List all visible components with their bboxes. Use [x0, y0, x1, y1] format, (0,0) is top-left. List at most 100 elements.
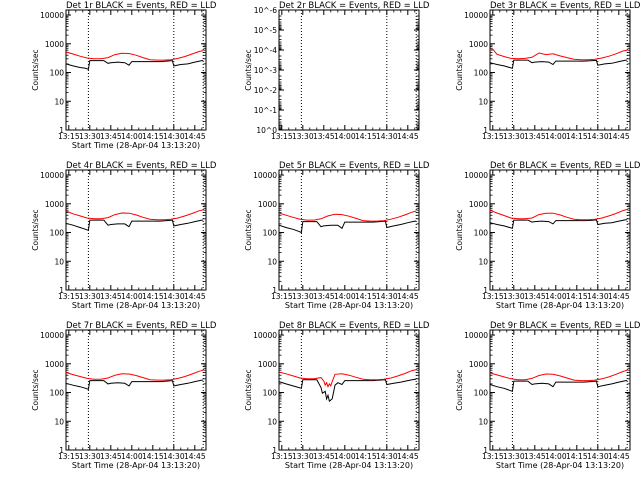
x-tick-label: 13:45	[100, 132, 122, 141]
panel-det-8r: Det 8r BLACK = Events, RED = LLD 1 10 100 10…	[244, 321, 430, 470]
series-line-lld	[489, 48, 628, 61]
x-axis-label: Start Time (28-Apr-04 13:13:20)	[72, 461, 200, 470]
x-tick-label: 14:15	[142, 132, 164, 141]
panel-det-7r: Det 7r BLACK = Events, RED = LLD 1 10 100 10…	[31, 321, 217, 470]
y-axis-label: Counts/sec	[455, 209, 464, 250]
x-tick-label: 13:30	[503, 132, 525, 141]
x-tick-label: 14:15	[142, 292, 164, 301]
x-tick-label: 13:15	[58, 292, 80, 301]
y-tick-label: 1000	[469, 360, 488, 369]
x-tick-label: 14:15	[566, 292, 588, 301]
y-tick-label: 10	[478, 97, 488, 106]
y-tick-label: 10000	[253, 331, 277, 340]
x-tick-label: 14:00	[334, 292, 356, 301]
y-tick-label: 1	[483, 286, 488, 295]
y-tick-label: 10	[478, 417, 488, 426]
y-tick-label: 1000	[258, 360, 277, 369]
y-tick-label: 100	[474, 389, 489, 398]
x-tick-label: 14:45	[397, 292, 419, 301]
y-tick-label: 10	[478, 257, 488, 266]
plot-frame	[278, 329, 420, 451]
x-tick-label: 14:30	[587, 452, 609, 461]
x-axis-label: Start Time (28-Apr-04 13:13:20)	[285, 461, 413, 470]
y-axis-label: Counts/sec	[455, 369, 464, 410]
y-tick-label: 100	[50, 69, 65, 78]
x-tick-label: 13:30	[503, 452, 525, 461]
x-tick-label: 13:15	[271, 132, 293, 141]
y-tick-label: 100	[50, 229, 65, 238]
x-tick-label: 13:15	[58, 452, 80, 461]
panel-title: Det 6r BLACK = Events, RED = LLD	[490, 161, 640, 171]
panel-title: Det 5r BLACK = Events, RED = LLD	[279, 161, 430, 171]
x-tick-label: 14:30	[587, 132, 609, 141]
y-tick-label: 1000	[45, 360, 64, 369]
y-tick-label: 10^-3	[254, 66, 278, 75]
x-tick-label: 14:00	[121, 292, 143, 301]
panel-det-3r: Det 3r BLACK = Events, RED = LLD 1 10 100 10…	[455, 1, 640, 141]
x-tick-label: 13:30	[79, 292, 101, 301]
y-tick-label: 10	[54, 97, 64, 106]
plot-frame	[65, 329, 207, 451]
panel-det-9r: Det 9r BLACK = Events, RED = LLD 1 10 100 10…	[455, 321, 640, 470]
x-tick-label: 14:00	[121, 132, 143, 141]
x-tick-label: 14:30	[163, 452, 185, 461]
y-axis-label: Counts/sec	[244, 209, 253, 250]
y-axis-label: Counts/sec	[455, 49, 464, 90]
x-tick-label: 14:45	[184, 452, 206, 461]
x-tick-label: 14:30	[163, 292, 185, 301]
y-tick-label: 10000	[40, 171, 64, 180]
y-tick-label: 10	[54, 257, 64, 266]
panel-title: Det 9r BLACK = Events, RED = LLD	[490, 321, 640, 331]
x-tick-label: 13:45	[313, 452, 335, 461]
series-line-events	[489, 380, 628, 392]
series-line-lld	[278, 210, 417, 222]
panel-det-6r: Det 6r BLACK = Events, RED = LLD 1 10 100 10…	[455, 161, 640, 310]
x-tick-label: 13:45	[524, 132, 546, 141]
x-tick-label: 14:45	[608, 132, 630, 141]
plot-frame	[489, 169, 631, 291]
x-tick-label: 13:15	[482, 452, 504, 461]
x-tick-label: 14:00	[545, 132, 567, 141]
panel-title: Det 3r BLACK = Events, RED = LLD	[490, 1, 640, 11]
series-line-lld	[65, 369, 204, 381]
x-tick-label: 13:15	[58, 132, 80, 141]
series-line-events	[489, 219, 628, 229]
panel-title: Det 1r BLACK = Events, RED = LLD	[66, 1, 217, 11]
y-tick-label: 10^-2	[254, 86, 278, 95]
x-tick-label: 13:15	[482, 132, 504, 141]
x-tick-label: 13:45	[313, 132, 335, 141]
series-line-lld	[65, 209, 204, 221]
plot-frame	[65, 9, 207, 131]
x-tick-label: 14:15	[142, 452, 164, 461]
x-tick-label: 13:45	[100, 292, 122, 301]
y-tick-label: 100	[263, 229, 278, 238]
y-tick-label: 1	[59, 286, 64, 295]
y-tick-label: 10	[267, 417, 277, 426]
y-tick-label: 10	[267, 257, 277, 266]
series-line-events	[278, 220, 417, 234]
y-tick-label: 10^0	[256, 126, 277, 135]
x-tick-label: 13:15	[271, 452, 293, 461]
x-tick-label: 13:30	[79, 452, 101, 461]
x-tick-label: 13:30	[79, 132, 101, 141]
panel-det-2r: Det 2r BLACK = Events, RED = LLD 10^0 10^-…	[244, 1, 430, 141]
plot-frame	[278, 9, 420, 131]
y-tick-label: 10^-6	[254, 6, 278, 15]
plot-frame	[489, 329, 631, 451]
x-tick-label: 14:30	[376, 132, 398, 141]
x-tick-label: 13:45	[524, 452, 546, 461]
panel-det-4r: Det 4r BLACK = Events, RED = LLD 1 10 100 10…	[31, 161, 217, 310]
y-tick-label: 1000	[469, 40, 488, 49]
y-tick-label: 100	[474, 229, 489, 238]
panel-title: Det 2r BLACK = Events, RED = LLD	[279, 1, 430, 11]
y-tick-label: 10	[54, 417, 64, 426]
y-axis-label: Counts/sec	[31, 369, 40, 410]
x-tick-label: 13:30	[292, 292, 314, 301]
series-line-lld	[278, 369, 417, 388]
y-axis-label: Counts/sec	[244, 49, 253, 90]
x-tick-label: 14:45	[608, 292, 630, 301]
x-tick-label: 14:15	[355, 452, 377, 461]
x-axis-label: Start Time (28-Apr-04 13:13:20)	[72, 301, 200, 310]
y-axis-label: Counts/sec	[31, 49, 40, 90]
